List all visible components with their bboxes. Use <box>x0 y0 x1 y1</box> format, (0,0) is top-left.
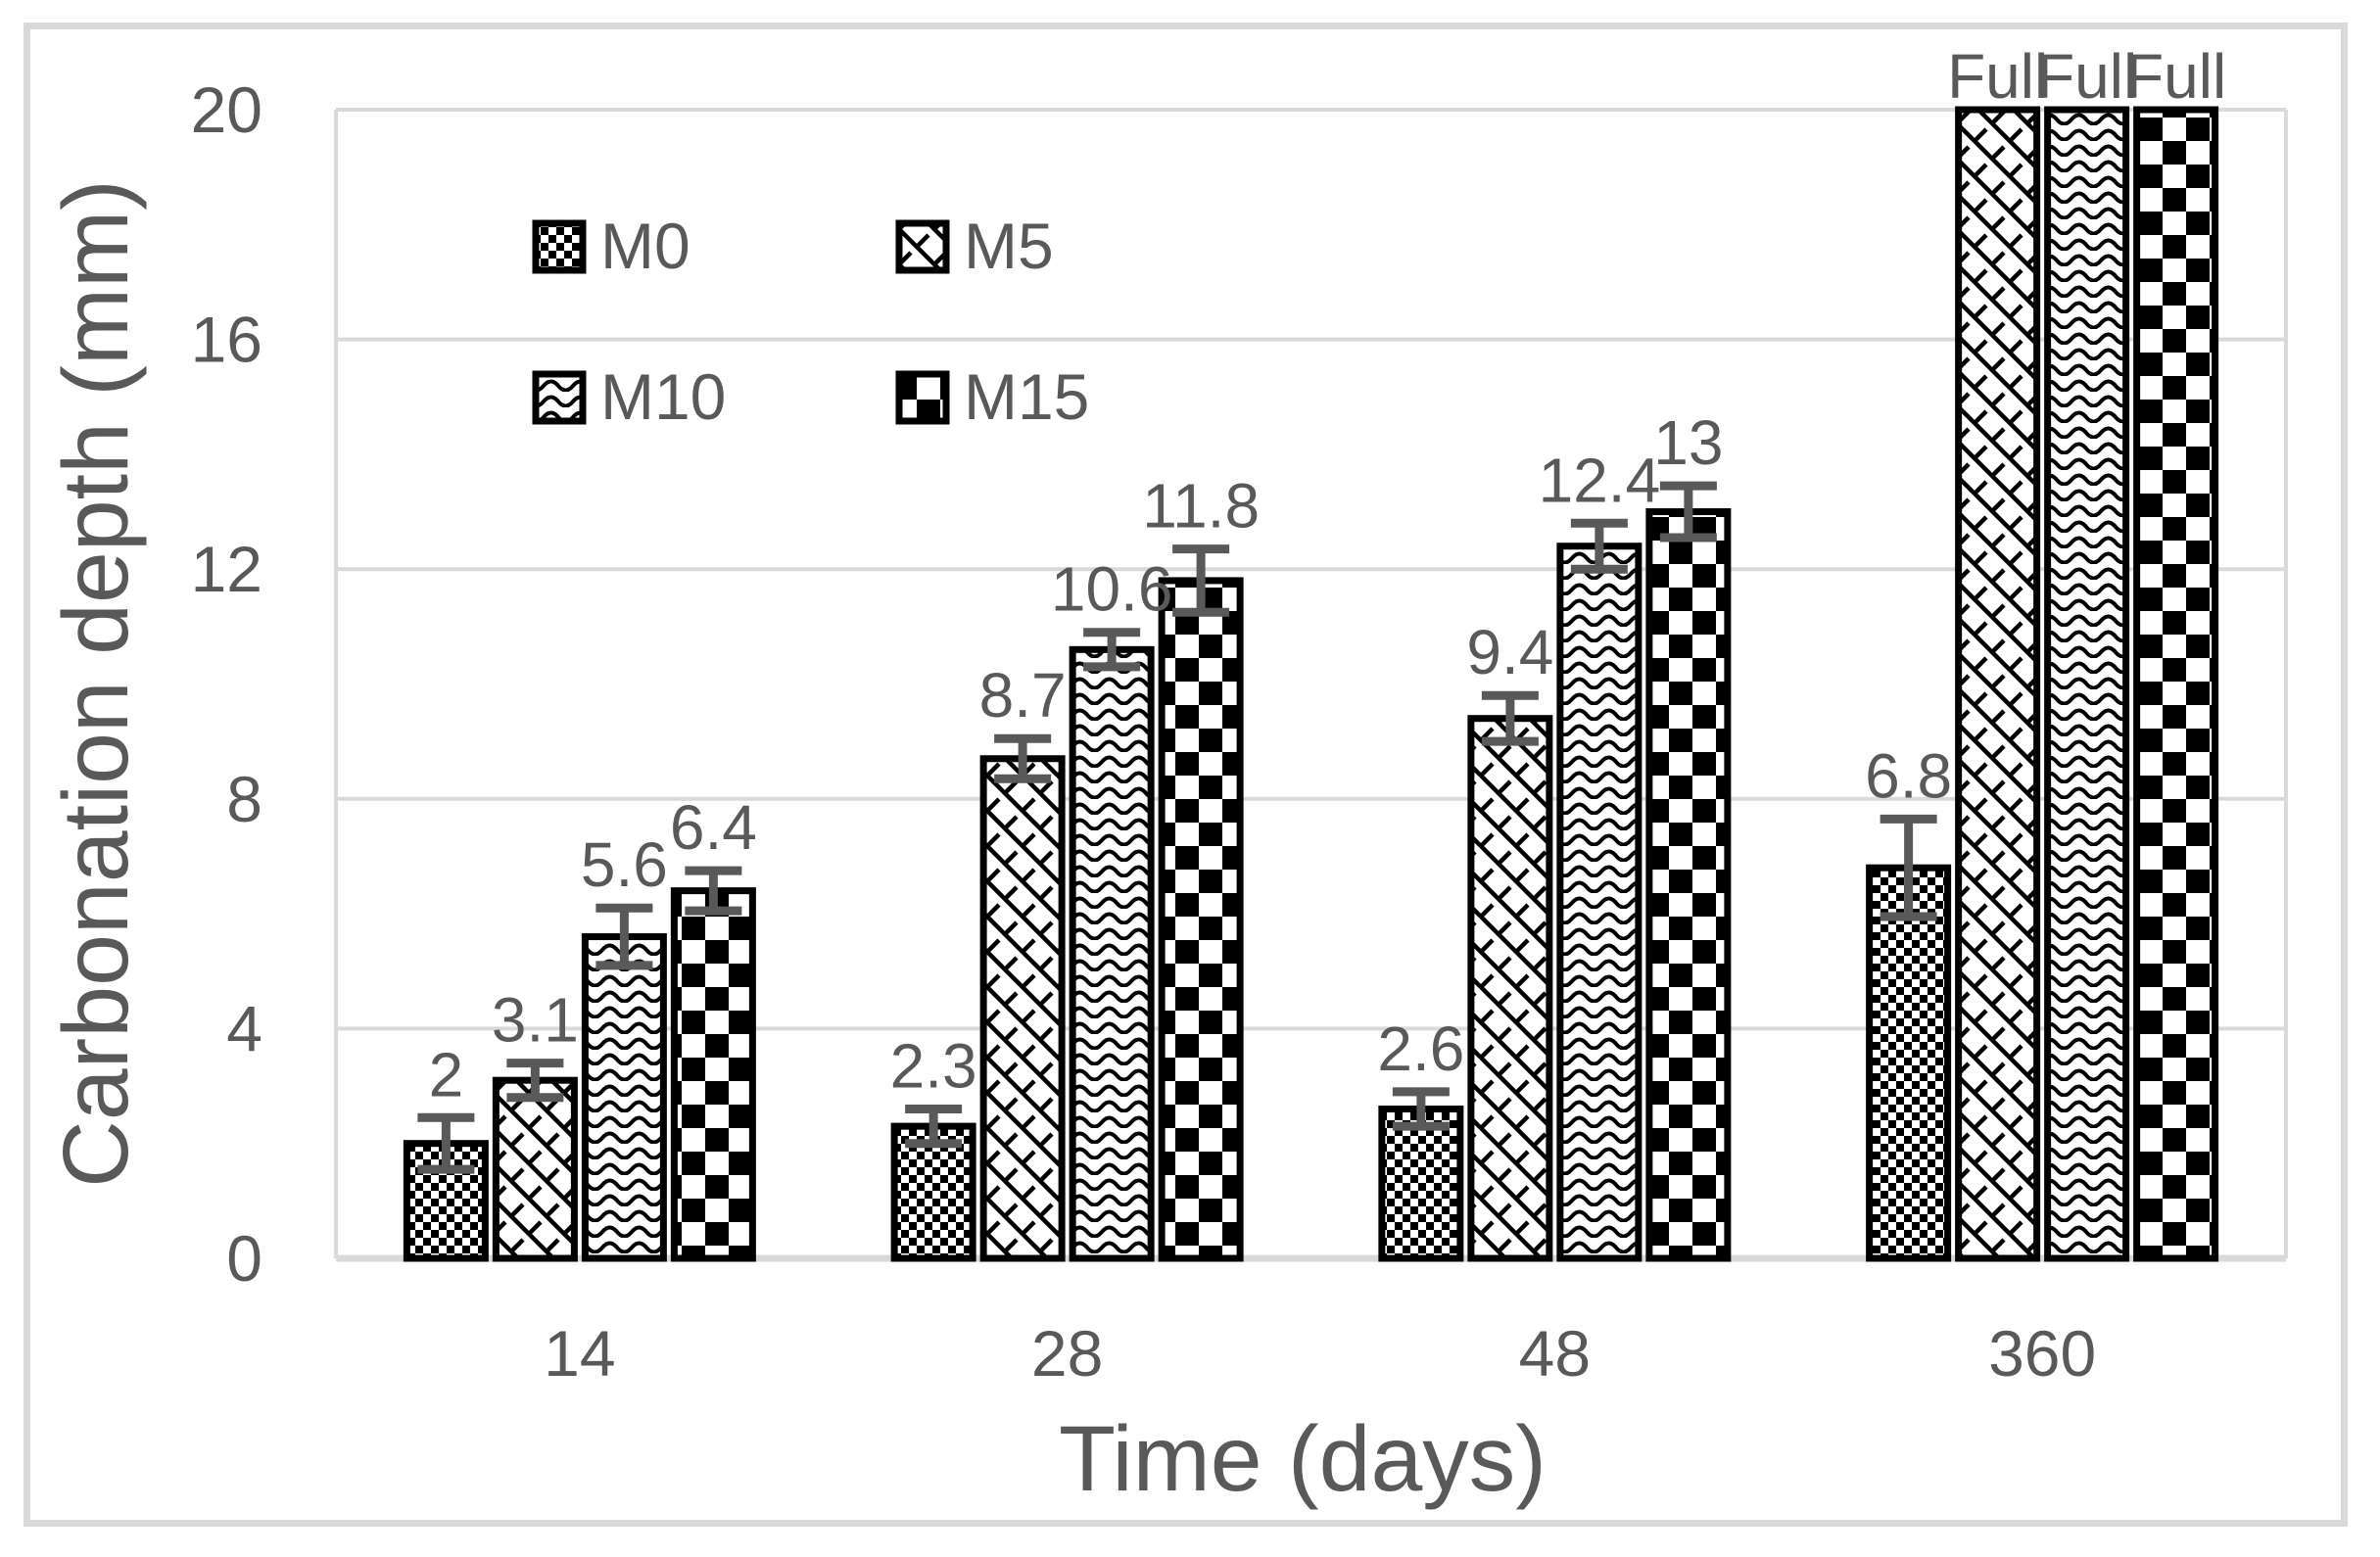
value-label-M15-28: 11.8 <box>1142 471 1260 542</box>
value-label-M5-28: 8.7 <box>979 660 1067 731</box>
plot-borders <box>334 110 2288 1258</box>
y-tick-label: 4 <box>226 992 262 1064</box>
value-labels: 2 2.3 2.6 6.8 3.1 8.7 9.4 Full 5.6 10.6 12.4 Full 6.… <box>429 41 2227 1109</box>
value-label-M10-360: Full <box>2036 41 2137 112</box>
bar-M0-360 <box>1866 864 1952 1262</box>
value-label-M10-28: 10.6 <box>1051 554 1173 625</box>
value-label-M0-360: 6.8 <box>1865 740 1952 811</box>
x-axis-title: Time (days) <box>1059 1407 1547 1511</box>
bars <box>403 106 2219 1262</box>
value-label-M5-48: 9.4 <box>1466 617 1553 687</box>
bar-M15-14 <box>670 887 756 1262</box>
y-tick-label: 8 <box>226 763 262 835</box>
bar-M10-14 <box>581 933 667 1262</box>
value-label-M10-48: 12.4 <box>1539 445 1661 515</box>
legend-item-M15: M15 <box>895 360 1089 433</box>
bar-M5-14 <box>492 1076 578 1262</box>
bar-M15-360 <box>2133 106 2219 1262</box>
y-tick-label: 0 <box>226 1222 262 1295</box>
value-label-M0-14: 2 <box>429 1039 464 1109</box>
bar-M10-360 <box>2044 106 2130 1262</box>
y-axis-tick-labels: 0 4 8 12 16 20 <box>191 73 262 1295</box>
x-tick-label: 28 <box>1031 1317 1103 1390</box>
legend-swatch-wave-icon <box>532 370 587 425</box>
bar-M10-28 <box>1069 645 1155 1262</box>
legend: M0 M5 M10 M15 <box>532 210 1089 433</box>
value-label-M5-360: Full <box>1947 41 2048 112</box>
legend-item-M0: M0 <box>532 210 690 282</box>
value-label-M0-28: 2.3 <box>890 1031 977 1102</box>
legend-label-M0: M0 <box>600 210 690 282</box>
legend-swatch-diagonal-lattice-icon <box>895 219 950 274</box>
y-tick-label: 16 <box>191 304 262 376</box>
x-tick-label: 14 <box>544 1317 615 1390</box>
bar-M5-360 <box>1955 106 2041 1262</box>
legend-item-M10: M10 <box>532 360 726 433</box>
bar-M15-28 <box>1158 577 1244 1262</box>
y-axis-title: Carbonation depth (mm) <box>44 179 148 1188</box>
x-tick-label: 360 <box>1988 1317 2096 1390</box>
value-label-M15-360: Full <box>2125 41 2226 112</box>
legend-label-M5: M5 <box>964 210 1054 282</box>
value-label-M10-14: 5.6 <box>581 829 668 900</box>
bar-M5-48 <box>1467 715 1553 1262</box>
legend-swatch-small-checkerboard-icon <box>532 219 587 274</box>
legend-swatch-large-checkerboard-icon <box>895 370 950 425</box>
y-tick-label: 12 <box>191 533 262 605</box>
legend-label-M15: M15 <box>964 360 1089 433</box>
legend-label-M10: M10 <box>600 360 726 433</box>
bar-M0-48 <box>1378 1106 1464 1262</box>
bar-M10-48 <box>1556 543 1642 1262</box>
x-axis-tick-labels: 14 28 48 360 <box>544 1317 2096 1390</box>
y-tick-label: 20 <box>191 73 262 146</box>
value-label-M5-14: 3.1 <box>492 985 579 1056</box>
bar-M15-48 <box>1645 508 1732 1262</box>
value-label-M0-48: 2.6 <box>1377 1014 1464 1084</box>
bar-M5-28 <box>979 755 1066 1262</box>
legend-item-M5: M5 <box>895 210 1054 282</box>
x-tick-label: 48 <box>1519 1317 1591 1390</box>
value-label-M15-48: 13 <box>1653 407 1723 478</box>
error-bars <box>417 481 1937 1174</box>
value-label-M15-14: 6.4 <box>670 792 757 863</box>
